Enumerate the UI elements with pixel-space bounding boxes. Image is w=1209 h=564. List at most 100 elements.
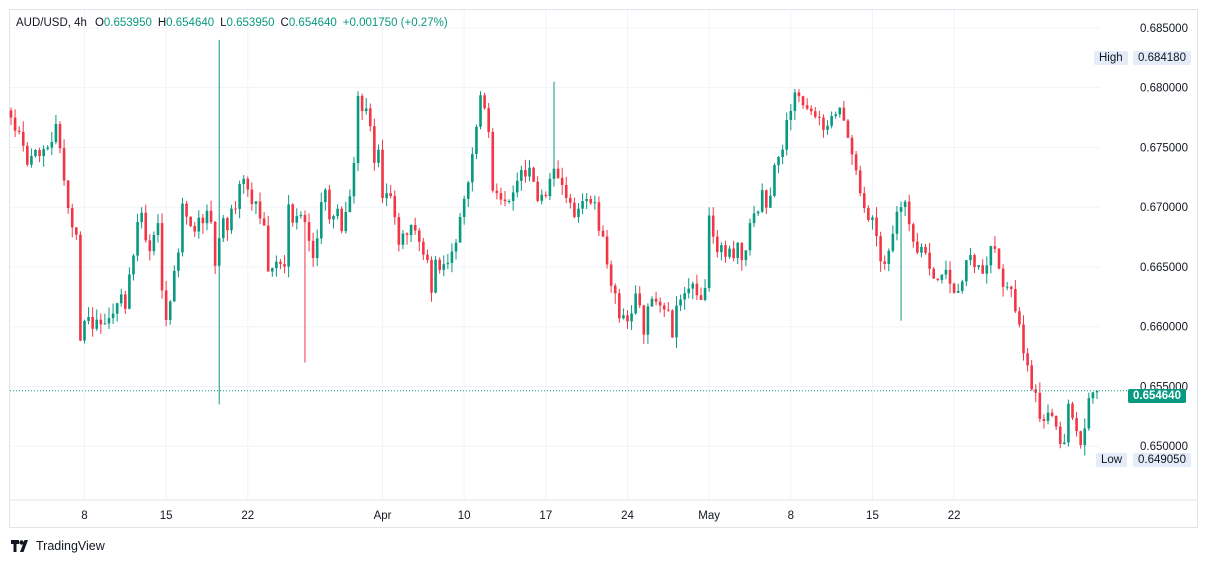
candle-body[interactable] bbox=[99, 319, 103, 325]
candle-body[interactable] bbox=[279, 261, 282, 264]
candle-body[interactable] bbox=[552, 168, 556, 179]
candle-body[interactable] bbox=[846, 120, 850, 138]
candle-body[interactable] bbox=[307, 222, 311, 241]
candle-body[interactable] bbox=[1083, 428, 1087, 446]
candle-body[interactable] bbox=[275, 261, 278, 269]
candle-body[interactable] bbox=[899, 207, 903, 212]
candle-body[interactable] bbox=[360, 95, 364, 112]
candle-body[interactable] bbox=[744, 250, 748, 261]
candle-body[interactable] bbox=[250, 189, 254, 204]
candle-body[interactable] bbox=[658, 301, 662, 306]
candle-body[interactable] bbox=[136, 222, 139, 256]
candle-body[interactable] bbox=[748, 223, 752, 251]
candle-body[interactable] bbox=[1042, 418, 1046, 421]
candle-body[interactable] bbox=[234, 208, 237, 210]
candle-body[interactable] bbox=[34, 149, 37, 157]
candle-body[interactable] bbox=[891, 233, 895, 251]
candle-body[interactable] bbox=[609, 264, 613, 286]
candle-body[interactable] bbox=[491, 131, 495, 191]
candle-body[interactable] bbox=[793, 92, 797, 111]
candle-body[interactable] bbox=[87, 317, 90, 321]
candle-body[interactable] bbox=[589, 199, 593, 204]
candle-body[interactable] bbox=[948, 269, 952, 284]
candle-body[interactable] bbox=[1067, 403, 1070, 443]
candle-body[interactable] bbox=[952, 283, 956, 293]
candle-body[interactable] bbox=[858, 170, 862, 194]
candle-body[interactable] bbox=[801, 96, 805, 106]
candle-body[interactable] bbox=[756, 211, 760, 214]
candle-body[interactable] bbox=[773, 165, 776, 196]
candle-body[interactable] bbox=[662, 305, 666, 310]
candle-body[interactable] bbox=[262, 218, 266, 226]
candle-body[interactable] bbox=[536, 181, 539, 201]
candle-body[interactable] bbox=[413, 224, 417, 231]
candle-body[interactable] bbox=[785, 120, 789, 150]
candle-body[interactable] bbox=[389, 193, 392, 197]
candle-body[interactable] bbox=[201, 217, 205, 224]
candle-body[interactable] bbox=[716, 236, 719, 253]
candle-body[interactable] bbox=[581, 201, 584, 209]
candle-body[interactable] bbox=[222, 218, 225, 239]
candle-body[interactable] bbox=[242, 178, 246, 185]
candle-body[interactable] bbox=[226, 218, 229, 231]
candle-body[interactable] bbox=[62, 148, 66, 181]
candle-body[interactable] bbox=[809, 108, 813, 112]
candle-body[interactable] bbox=[168, 301, 172, 321]
candle-body[interactable] bbox=[813, 111, 817, 117]
candle-body[interactable] bbox=[340, 208, 343, 232]
candle-body[interactable] bbox=[475, 126, 478, 154]
candle-body[interactable] bbox=[230, 208, 233, 231]
candle-body[interactable] bbox=[920, 246, 923, 253]
candle-body[interactable] bbox=[303, 215, 307, 223]
candle-body[interactable] bbox=[1095, 390, 1099, 393]
candle-body[interactable] bbox=[1091, 392, 1095, 399]
candle-body[interactable] bbox=[838, 107, 842, 115]
candle-body[interactable] bbox=[1038, 392, 1042, 419]
candle-body[interactable] bbox=[805, 105, 809, 109]
candle-body[interactable] bbox=[42, 148, 45, 157]
candle-body[interactable] bbox=[75, 227, 78, 235]
candle-body[interactable] bbox=[483, 95, 486, 109]
candle-body[interactable] bbox=[728, 248, 731, 257]
candle-body[interactable] bbox=[258, 201, 262, 219]
candle-body[interactable] bbox=[128, 274, 131, 309]
candle-body[interactable] bbox=[981, 265, 984, 274]
candle-body[interactable] bbox=[144, 212, 148, 241]
candle-body[interactable] bbox=[871, 217, 874, 220]
candle-body[interactable] bbox=[969, 255, 972, 261]
candle-body[interactable] bbox=[495, 190, 499, 194]
candle-body[interactable] bbox=[822, 117, 825, 130]
candle-body[interactable] bbox=[193, 226, 197, 232]
candle-body[interactable] bbox=[956, 290, 960, 293]
candle-body[interactable] bbox=[1058, 426, 1062, 445]
candle-body[interactable] bbox=[777, 157, 780, 166]
candle-body[interactable] bbox=[58, 124, 62, 149]
candle-body[interactable] bbox=[479, 95, 482, 127]
candle-body[interactable] bbox=[907, 201, 911, 225]
candle-body[interactable] bbox=[895, 211, 899, 234]
candle-body[interactable] bbox=[352, 163, 356, 197]
candle-body[interactable] bbox=[213, 222, 217, 266]
candle-body[interactable] bbox=[217, 238, 221, 266]
candle-body[interactable] bbox=[119, 294, 123, 304]
candle-body[interactable] bbox=[879, 236, 882, 262]
candle-body[interactable] bbox=[270, 268, 274, 272]
candle-body[interactable] bbox=[368, 108, 372, 127]
candle-body[interactable] bbox=[336, 208, 339, 217]
candle-body[interactable] bbox=[283, 263, 286, 267]
candle-body[interactable] bbox=[965, 260, 968, 282]
candle-body[interactable] bbox=[850, 137, 854, 155]
candle-body[interactable] bbox=[503, 199, 507, 202]
candle-body[interactable] bbox=[834, 114, 838, 117]
candle-body[interactable] bbox=[401, 233, 405, 245]
candle-body[interactable] bbox=[328, 189, 331, 220]
candle-body[interactable] bbox=[985, 265, 989, 274]
candle-body[interactable] bbox=[515, 180, 519, 193]
candle-body[interactable] bbox=[842, 107, 846, 121]
candle-body[interactable] bbox=[1001, 268, 1005, 287]
candle-body[interactable] bbox=[928, 252, 931, 269]
candle-body[interactable] bbox=[181, 203, 184, 253]
candle-body[interactable] bbox=[246, 178, 250, 190]
candle-body[interactable] bbox=[471, 153, 474, 183]
